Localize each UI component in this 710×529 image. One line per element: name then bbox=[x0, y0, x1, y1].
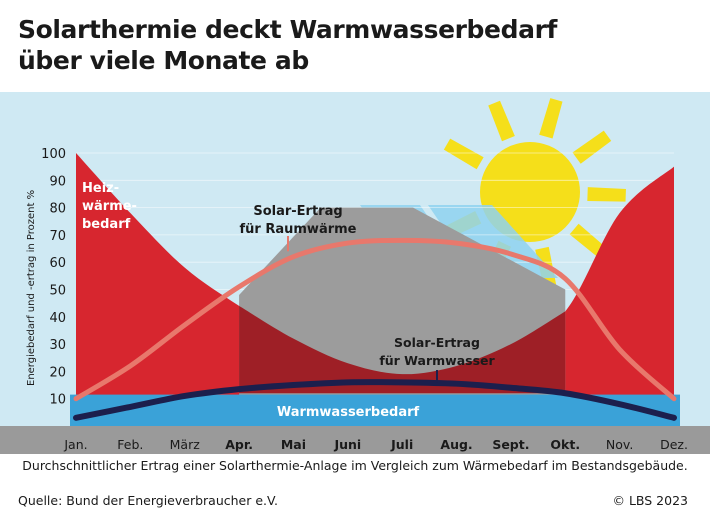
title-line-1: Solarthermie deckt Warmwasserbedarf bbox=[18, 15, 557, 44]
x-tick-label: Feb. bbox=[117, 437, 143, 452]
sun-ray bbox=[572, 130, 612, 164]
x-axis-ticks: Jan. Feb. März Apr. Mai Juni Juli Aug. Sept. Okt.… bbox=[63, 437, 688, 452]
y-tick-label: 10 bbox=[49, 393, 66, 408]
series-labels: Heiz-wärme-bedarf Solar-Ertrag für Raumwär… bbox=[82, 181, 495, 420]
sun-disc bbox=[480, 142, 580, 242]
y-axis-ticks: 10 20 30 40 50 60 70 80 90 100 bbox=[41, 147, 66, 408]
solar-space-heating-line bbox=[73, 237, 677, 402]
sun-ray bbox=[539, 98, 563, 139]
x-tick-label: Apr. bbox=[225, 437, 253, 452]
page-title: Solarthermie deckt Warmwasserbedarf über… bbox=[18, 14, 678, 76]
ground-band bbox=[0, 426, 710, 454]
sun-ray bbox=[569, 223, 608, 259]
y-tick-label: 100 bbox=[41, 147, 66, 162]
solar-water-line bbox=[73, 379, 677, 421]
heat-demand-label: bedarf bbox=[82, 217, 131, 232]
solar-water-label: für Warmwasser bbox=[379, 353, 495, 368]
solar-space-label: Solar-Ertrag bbox=[253, 204, 342, 219]
water-demand-label: Warmwasserbedarf bbox=[277, 405, 420, 420]
chart-caption: Durchschnittlicher Ertrag einer Solarthe… bbox=[22, 458, 688, 473]
y-tick-label: 20 bbox=[49, 365, 66, 380]
y-tick-label: 50 bbox=[49, 284, 66, 299]
y-axis-label: Energiebedarf und -ertrag in Prozent % bbox=[26, 190, 37, 386]
y-tick-label: 60 bbox=[49, 256, 66, 271]
y-tick-label: 90 bbox=[49, 174, 66, 189]
heat-demand-overlap-area bbox=[239, 305, 566, 394]
x-tick-label: Nov. bbox=[606, 437, 633, 452]
x-tick-label: Sept. bbox=[492, 437, 529, 452]
x-tick-label: Juni bbox=[333, 437, 361, 452]
y-tick-label: 30 bbox=[49, 338, 66, 353]
x-tick-label: Dez. bbox=[660, 437, 688, 452]
x-tick-label: Juli bbox=[390, 437, 413, 452]
y-tick-label: 70 bbox=[49, 229, 66, 244]
solar-water-label: Solar-Ertrag bbox=[394, 335, 480, 350]
heat-demand-label: wärme- bbox=[82, 199, 137, 214]
solar-space-label: für Raumwärme bbox=[240, 222, 357, 237]
y-tick-label: 80 bbox=[49, 202, 66, 217]
x-tick-label: Aug. bbox=[440, 437, 472, 452]
heat-demand-label: Heiz- bbox=[82, 181, 119, 196]
sun-ray bbox=[488, 100, 515, 142]
copyright-credit: © LBS 2023 bbox=[612, 493, 688, 508]
title-line-2: über viele Monate ab bbox=[18, 46, 309, 75]
x-tick-label: März bbox=[170, 437, 201, 452]
source-note: Quelle: Bund der Energieverbraucher e.V. bbox=[18, 493, 278, 508]
sun-ray bbox=[443, 138, 484, 170]
x-tick-label: Jan. bbox=[63, 437, 87, 452]
x-tick-label: Mai bbox=[281, 437, 306, 452]
x-tick-label: Okt. bbox=[550, 437, 580, 452]
sun-ray bbox=[587, 187, 626, 202]
y-tick-label: 40 bbox=[49, 311, 66, 326]
